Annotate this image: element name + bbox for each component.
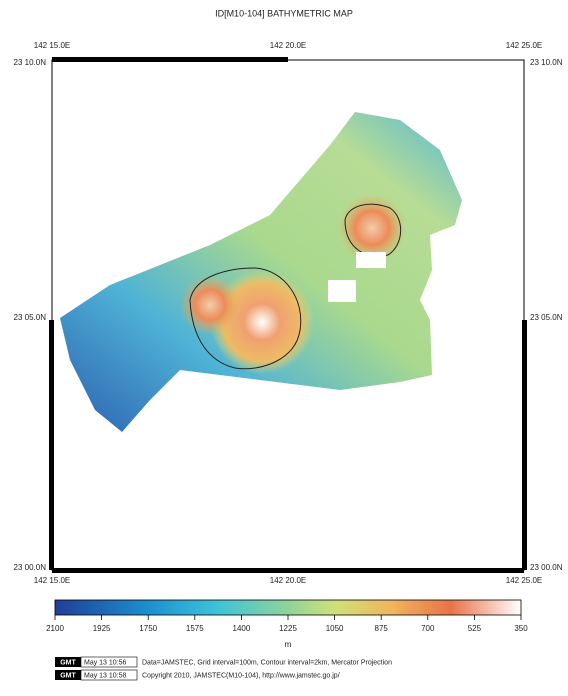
colorbar-tick-label: 1050	[326, 624, 344, 633]
map	[60, 112, 462, 432]
timestamp: May 13 10:56	[84, 659, 127, 666]
lon-label: 142 25.0E	[506, 41, 542, 50]
colorbar-tick-label: 1575	[186, 624, 204, 633]
colorbar-tick-label: 1750	[139, 624, 157, 633]
colorbar	[55, 600, 521, 615]
colorbar-tick-label: 1925	[93, 624, 111, 633]
colorbar-tick-label: 525	[468, 624, 482, 633]
gmt-logo: GMT	[60, 672, 76, 679]
colorbar-ticks: 2100 1925 1750 1575 1400 1225 1050 875 700 525 350	[46, 615, 528, 633]
footer: GMT May 13 10:56 GMT May 13 10:58 Data=J…	[55, 657, 392, 680]
no-data	[328, 280, 356, 302]
lat-label: 23 05.0N	[14, 313, 47, 322]
lon-label: 142 25.0E	[506, 576, 542, 585]
lat-label: 23 10.0N	[530, 58, 563, 67]
colorbar-tick-label: 1400	[233, 624, 251, 633]
page: ID[M10-104] BATHYMETRIC MAP 142 15.0E 14…	[0, 0, 568, 691]
lat-label: 23 10.0N	[14, 58, 47, 67]
colorbar-tick-label: 2100	[46, 624, 64, 633]
footer-note: Copyright 2010, JAMSTEC(M10-104), http:/…	[142, 672, 340, 679]
title: ID[M10-104] BATHYMETRIC MAP	[215, 8, 353, 18]
colorbar-unit: m	[285, 640, 292, 649]
colorbar-tick-label: 350	[514, 624, 528, 633]
no-data	[356, 252, 386, 268]
colorbar-tick-label: 700	[421, 624, 435, 633]
gmt-logo: GMT	[60, 659, 76, 666]
lon-label: 142 15.0E	[34, 576, 70, 585]
footer-note: Data=JAMSTEC, Grid interval=100m, Contou…	[142, 659, 392, 666]
colorbar-tick-label: 875	[375, 624, 389, 633]
lon-label: 142 20.0E	[270, 576, 306, 585]
colorbar-tick-label: 1225	[279, 624, 297, 633]
lon-label: 142 20.0E	[270, 41, 306, 50]
lon-label: 142 15.0E	[34, 41, 70, 50]
lat-label: 23 00.0N	[530, 563, 563, 572]
timestamp: May 13 10:58	[84, 672, 127, 679]
seamount	[180, 275, 240, 335]
lat-label: 23 05.0N	[530, 313, 563, 322]
lat-label: 23 00.0N	[14, 563, 47, 572]
